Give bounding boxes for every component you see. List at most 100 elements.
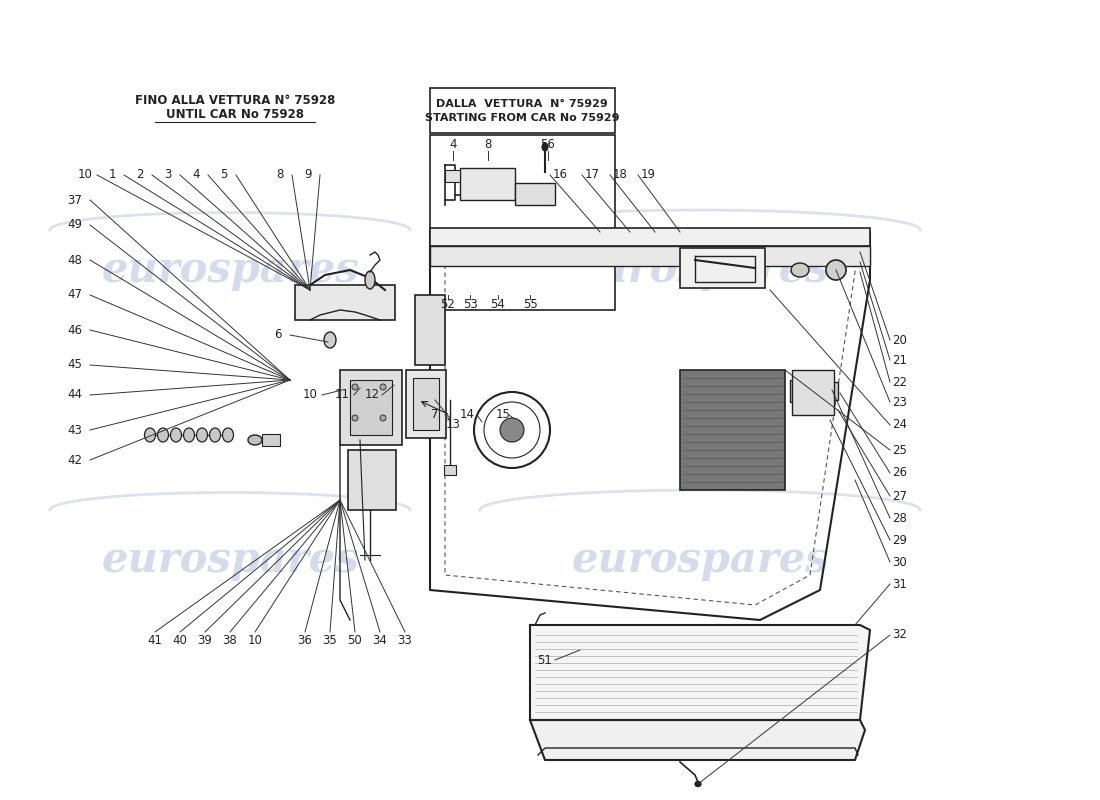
Text: 40: 40 (173, 634, 187, 646)
Text: 10: 10 (248, 634, 263, 646)
Ellipse shape (542, 143, 548, 151)
Text: 23: 23 (892, 395, 907, 409)
Text: 49: 49 (67, 218, 82, 231)
Bar (460, 168, 515, 200)
Ellipse shape (157, 428, 168, 442)
Text: 27: 27 (892, 490, 907, 502)
Text: 43: 43 (67, 423, 82, 437)
Circle shape (379, 415, 386, 421)
Text: 32: 32 (892, 629, 907, 642)
Text: 4: 4 (192, 169, 200, 182)
Circle shape (352, 384, 358, 390)
Text: 34: 34 (373, 634, 387, 646)
Ellipse shape (248, 435, 262, 445)
Text: 56: 56 (540, 138, 556, 151)
Bar (430, 228, 870, 246)
Text: 54: 54 (491, 298, 505, 311)
Bar (680, 370, 785, 490)
Text: 28: 28 (892, 511, 907, 525)
Text: 18: 18 (613, 169, 627, 182)
Bar (820, 382, 838, 400)
Ellipse shape (695, 782, 701, 786)
Text: DALLA  VETTURA  N° 75929: DALLA VETTURA N° 75929 (436, 99, 608, 109)
Text: 22: 22 (892, 375, 907, 389)
Text: 48: 48 (67, 254, 82, 266)
Text: 31: 31 (892, 578, 907, 590)
Bar (340, 370, 402, 445)
Text: STARTING FROM CAR No 75929: STARTING FROM CAR No 75929 (425, 113, 619, 123)
Bar (446, 170, 460, 182)
Text: 24: 24 (892, 418, 907, 431)
Text: 2: 2 (136, 169, 144, 182)
Text: 16: 16 (552, 169, 568, 182)
Text: 42: 42 (67, 454, 82, 466)
Text: eurospares: eurospares (101, 539, 359, 581)
Text: 17: 17 (584, 169, 600, 182)
Text: 30: 30 (892, 555, 907, 569)
Bar (350, 380, 392, 435)
Bar (348, 450, 396, 510)
Ellipse shape (791, 263, 808, 277)
Bar (680, 248, 764, 288)
Bar (295, 285, 395, 320)
Text: 45: 45 (67, 358, 82, 371)
Text: FINO ALLA VETTURA N° 75928: FINO ALLA VETTURA N° 75928 (135, 94, 336, 106)
Ellipse shape (184, 428, 195, 442)
Text: 11: 11 (334, 389, 350, 402)
Text: 35: 35 (322, 634, 338, 646)
Text: 39: 39 (198, 634, 212, 646)
Text: 12: 12 (364, 389, 380, 402)
Text: 6: 6 (274, 329, 282, 342)
Text: 33: 33 (397, 634, 412, 646)
Text: 10: 10 (78, 169, 92, 182)
Circle shape (500, 418, 524, 442)
Ellipse shape (826, 260, 846, 280)
Text: 25: 25 (892, 443, 907, 457)
Text: 51: 51 (538, 654, 552, 666)
Text: 5: 5 (220, 169, 228, 182)
Bar (406, 370, 446, 438)
Text: 14: 14 (460, 409, 474, 422)
Ellipse shape (365, 271, 375, 289)
Bar (412, 378, 439, 430)
Text: 53: 53 (463, 298, 477, 311)
Circle shape (379, 384, 386, 390)
Text: 4: 4 (449, 138, 456, 151)
Ellipse shape (222, 428, 233, 442)
Ellipse shape (209, 428, 220, 442)
Text: 20: 20 (892, 334, 907, 346)
Text: 29: 29 (892, 534, 907, 546)
Circle shape (352, 415, 358, 421)
Text: 38: 38 (222, 634, 238, 646)
Text: 26: 26 (892, 466, 907, 479)
Text: 47: 47 (67, 289, 82, 302)
Text: eurospares: eurospares (571, 539, 828, 581)
Ellipse shape (144, 428, 155, 442)
Text: 52: 52 (441, 298, 455, 311)
Text: 8: 8 (276, 169, 284, 182)
Bar (444, 465, 456, 475)
Bar (792, 370, 834, 415)
Text: 15: 15 (496, 409, 510, 422)
Ellipse shape (170, 428, 182, 442)
Bar (515, 183, 556, 205)
Text: 37: 37 (67, 194, 82, 206)
Bar (790, 380, 818, 402)
Text: 44: 44 (67, 389, 82, 402)
Text: 41: 41 (147, 634, 163, 646)
Text: 13: 13 (446, 418, 461, 431)
Polygon shape (530, 720, 865, 760)
Bar (262, 434, 280, 446)
Text: 50: 50 (348, 634, 362, 646)
Bar (430, 88, 615, 133)
Ellipse shape (197, 428, 208, 442)
Text: 1: 1 (108, 169, 115, 182)
Text: 21: 21 (892, 354, 907, 366)
Text: 3: 3 (164, 169, 172, 182)
Text: 9: 9 (305, 169, 311, 182)
Text: 36: 36 (298, 634, 312, 646)
Bar (430, 135, 615, 310)
Text: 46: 46 (67, 323, 82, 337)
Text: eurospares: eurospares (571, 249, 828, 291)
Bar (430, 246, 870, 266)
